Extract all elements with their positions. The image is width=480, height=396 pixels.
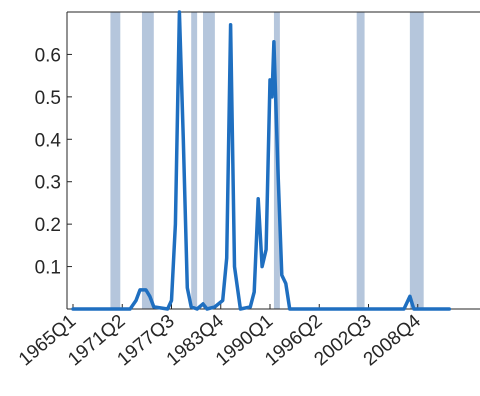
y-tick-label: 0.5 bbox=[35, 88, 61, 109]
y-axis-ticks: 0.1 0.2 0.3 0.4 0.5 0.6 bbox=[35, 45, 72, 279]
y-tick-label: 0.4 bbox=[35, 130, 62, 151]
y-tick-label: 0.2 bbox=[35, 215, 61, 236]
y-tick-label: 0.3 bbox=[35, 173, 61, 194]
recession-shading bbox=[110, 12, 424, 309]
axes bbox=[66, 11, 480, 310]
recession-band bbox=[409, 12, 424, 309]
recession-band bbox=[191, 12, 198, 309]
series-lines bbox=[71, 10, 452, 311]
recession-band bbox=[203, 12, 215, 309]
recession-band bbox=[141, 12, 154, 309]
y-tick-label: 0.6 bbox=[35, 45, 61, 66]
y-tick-label: 0.1 bbox=[35, 258, 61, 279]
recession-band bbox=[356, 12, 365, 309]
series-line bbox=[71, 10, 452, 311]
recession-band bbox=[110, 12, 121, 309]
x-axis-ticks: 1965Q11971Q21977Q31983Q41990Q11996Q22002… bbox=[15, 304, 425, 370]
